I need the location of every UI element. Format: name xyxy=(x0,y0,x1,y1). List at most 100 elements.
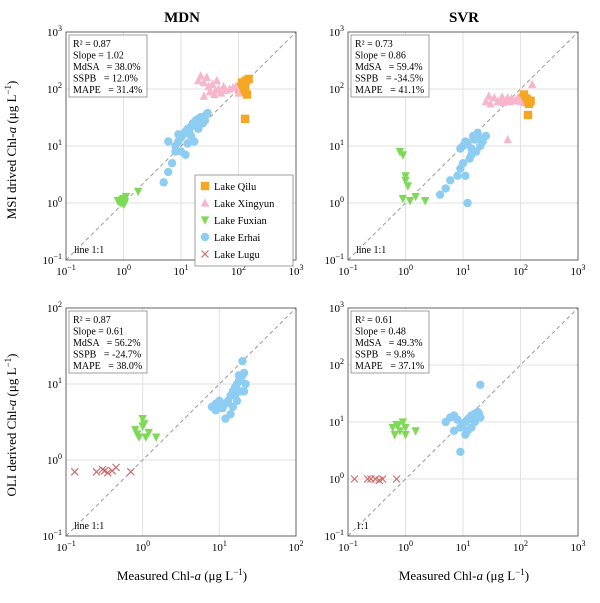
legend-label: Lake Qilu xyxy=(214,182,257,193)
scatter-panel-2: 10−1 100 101 102 103 10−1 100 101 102 103 line 1:1… xyxy=(324,24,585,278)
y-tick-label: 100 xyxy=(329,471,344,486)
stat-line: Slope = 0.86 xyxy=(355,51,406,62)
data-point xyxy=(239,387,249,396)
y-tick-label: 10−1 xyxy=(42,528,62,543)
legend-marker xyxy=(200,198,210,207)
data-point xyxy=(526,96,535,106)
data-point xyxy=(133,187,143,197)
data-point xyxy=(202,72,211,81)
y-tick-label: 101 xyxy=(47,376,62,391)
legend-marker xyxy=(201,250,209,258)
one-to-one-line xyxy=(65,307,297,537)
data-point xyxy=(200,116,210,125)
data-point xyxy=(388,423,397,433)
stat-line: Slope = 0.61 xyxy=(73,327,124,338)
data-point xyxy=(126,467,135,476)
stat-line: R² = 0.61 xyxy=(355,315,393,326)
y-tick-label: 102 xyxy=(47,81,62,96)
stats-box-frame xyxy=(350,310,430,374)
series-lake-xingyun xyxy=(194,71,243,100)
stat-line: SSPB = -24.7% xyxy=(73,350,141,361)
data-point xyxy=(238,356,247,366)
series-lake-fuxian xyxy=(388,418,420,440)
legend-box xyxy=(194,174,294,267)
data-point xyxy=(481,96,491,106)
stat-line: R² = 0.73 xyxy=(355,39,393,50)
data-point xyxy=(378,475,387,483)
data-point xyxy=(240,114,250,124)
data-point xyxy=(467,423,476,432)
x-tick-label: 103 xyxy=(571,539,586,554)
stat-line: Slope = 0.48 xyxy=(355,327,406,338)
data-point xyxy=(211,406,221,415)
data-point xyxy=(453,171,462,181)
data-point xyxy=(401,423,410,433)
column-title-mdn: MDN xyxy=(164,10,200,26)
data-point xyxy=(497,92,507,101)
y-tick-label: 100 xyxy=(329,195,344,210)
plot-frame xyxy=(347,307,579,537)
x-axis-label-left: Measured Chl-a (μg L−1) xyxy=(117,567,247,583)
series-lake-fuxian xyxy=(395,147,430,206)
data-point xyxy=(486,98,495,108)
plot-frame xyxy=(65,307,297,537)
data-point xyxy=(159,178,168,187)
data-point xyxy=(456,447,465,457)
data-point xyxy=(242,90,252,99)
series-lake-erhai xyxy=(159,108,212,187)
stat-line: MdSA = 59.4% xyxy=(355,62,423,73)
legend-marker xyxy=(200,216,210,225)
data-point xyxy=(411,427,420,436)
data-point xyxy=(210,89,219,99)
y-tick-label: 10−1 xyxy=(324,528,344,543)
data-point xyxy=(401,431,410,440)
data-point xyxy=(528,79,537,89)
data-point xyxy=(363,475,372,483)
data-point xyxy=(398,418,408,427)
data-point xyxy=(151,433,161,442)
one-to-one-label: line 1:1 xyxy=(74,245,104,256)
data-point xyxy=(398,151,408,160)
data-point xyxy=(212,75,222,85)
data-point xyxy=(516,96,525,106)
data-point xyxy=(481,131,491,141)
y-tick-label: 102 xyxy=(47,300,62,315)
data-point xyxy=(420,197,430,206)
data-point xyxy=(405,197,415,206)
data-point xyxy=(70,467,79,476)
one-to-one-label: line 1:1 xyxy=(74,521,104,532)
legend-label: Lake Xingyun xyxy=(214,199,275,210)
data-point xyxy=(435,190,445,199)
stat-line: MdSA = 49.3% xyxy=(355,338,423,349)
data-point xyxy=(120,199,129,208)
data-point xyxy=(174,130,183,139)
stat-line: SSPB = 9.8% xyxy=(355,350,415,361)
data-point xyxy=(458,158,468,168)
data-point xyxy=(401,172,410,181)
data-point xyxy=(140,420,149,429)
x-tick-label: 102 xyxy=(289,539,304,554)
y-tick-label: 100 xyxy=(47,452,62,467)
series-lake-qilu xyxy=(518,90,535,120)
stat-line: MAPE = 31.4% xyxy=(73,85,142,96)
series-lake-xingyun xyxy=(481,79,537,144)
data-point xyxy=(144,428,153,438)
plot-frame xyxy=(347,31,579,261)
data-point xyxy=(521,94,531,103)
data-point xyxy=(350,475,359,483)
data-point xyxy=(401,176,410,186)
y-tick-label: 103 xyxy=(329,300,344,315)
legend-label: Lake Fuxian xyxy=(214,216,268,227)
stats-box-frame xyxy=(350,34,430,98)
plot-frame xyxy=(65,31,297,261)
data-point xyxy=(239,81,248,90)
x-axis-label-right: Measured Chl-a (μg L−1) xyxy=(399,567,529,583)
data-point xyxy=(449,426,459,436)
scatter-panel-1: 10−1 100 101 102 103 10−1 100 101 102 103 line 1:1… xyxy=(42,24,303,278)
data-point xyxy=(181,150,190,160)
x-tick-label: 10−1 xyxy=(338,539,358,554)
